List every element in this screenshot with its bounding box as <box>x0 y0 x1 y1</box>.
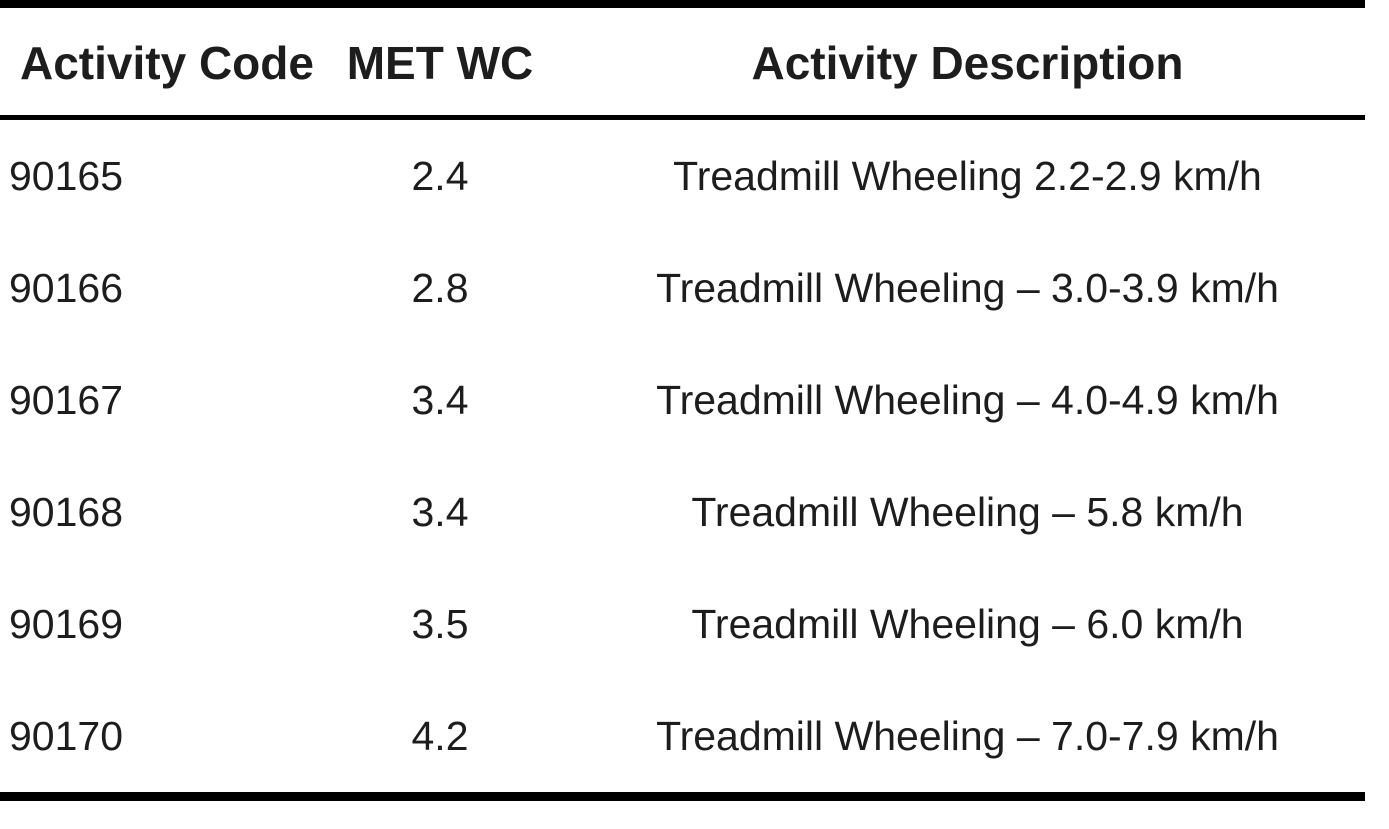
cell-activity-description: Treadmill Wheeling – 3.0-3.9 km/h <box>656 264 1279 311</box>
table-header-rule <box>0 115 1365 120</box>
cell-activity-code: 90167 <box>9 376 124 423</box>
table-body: 90165 2.4 Treadmill Wheeling 2.2-2.9 km/… <box>0 120 1365 792</box>
cell-met-wc: 4.2 <box>411 712 469 759</box>
cell-activity-code: 90166 <box>9 264 124 311</box>
cell-met-wc: 3.4 <box>411 488 469 535</box>
table-row: 90167 3.4 Treadmill Wheeling – 4.0-4.9 k… <box>0 344 1365 456</box>
table-row: 90168 3.4 Treadmill Wheeling – 5.8 km/h <box>0 456 1365 568</box>
cell-activity-code: 90169 <box>9 600 124 647</box>
column-header-activity-code: Activity Code <box>20 37 314 89</box>
cell-met-wc: 3.4 <box>411 376 469 423</box>
cell-activity-code: 90165 <box>9 152 124 199</box>
cell-met-wc: 3.5 <box>411 600 469 647</box>
cell-met-wc: 2.8 <box>411 264 469 311</box>
table-header-row: Activity Code MET WC Activity Descriptio… <box>0 8 1365 115</box>
cell-activity-code: 90168 <box>9 488 124 535</box>
cell-activity-description: Treadmill Wheeling – 4.0-4.9 km/h <box>656 376 1279 423</box>
page: Activity Code MET WC Activity Descriptio… <box>0 0 1365 801</box>
table-row: 90170 4.2 Treadmill Wheeling – 7.0-7.9 k… <box>0 680 1365 792</box>
column-header-activity-description: Activity Description <box>751 37 1184 89</box>
cell-met-wc: 2.4 <box>411 152 469 199</box>
table-row: 90169 3.5 Treadmill Wheeling – 6.0 km/h <box>0 568 1365 680</box>
cell-activity-description: Treadmill Wheeling – 5.8 km/h <box>691 488 1244 535</box>
table-row: 90165 2.4 Treadmill Wheeling 2.2-2.9 km/… <box>0 120 1365 232</box>
activity-met-table: Activity Code MET WC Activity Descriptio… <box>0 0 1365 801</box>
table-top-rule <box>0 0 1365 8</box>
cell-activity-code: 90170 <box>9 712 124 759</box>
cell-activity-description: Treadmill Wheeling – 6.0 km/h <box>691 600 1244 647</box>
cell-activity-description: Treadmill Wheeling 2.2-2.9 km/h <box>673 152 1262 199</box>
column-header-met-wc: MET WC <box>346 37 534 89</box>
table-row: 90166 2.8 Treadmill Wheeling – 3.0-3.9 k… <box>0 232 1365 344</box>
cell-activity-description: Treadmill Wheeling – 7.0-7.9 km/h <box>656 712 1279 759</box>
table-bottom-rule <box>0 792 1365 801</box>
